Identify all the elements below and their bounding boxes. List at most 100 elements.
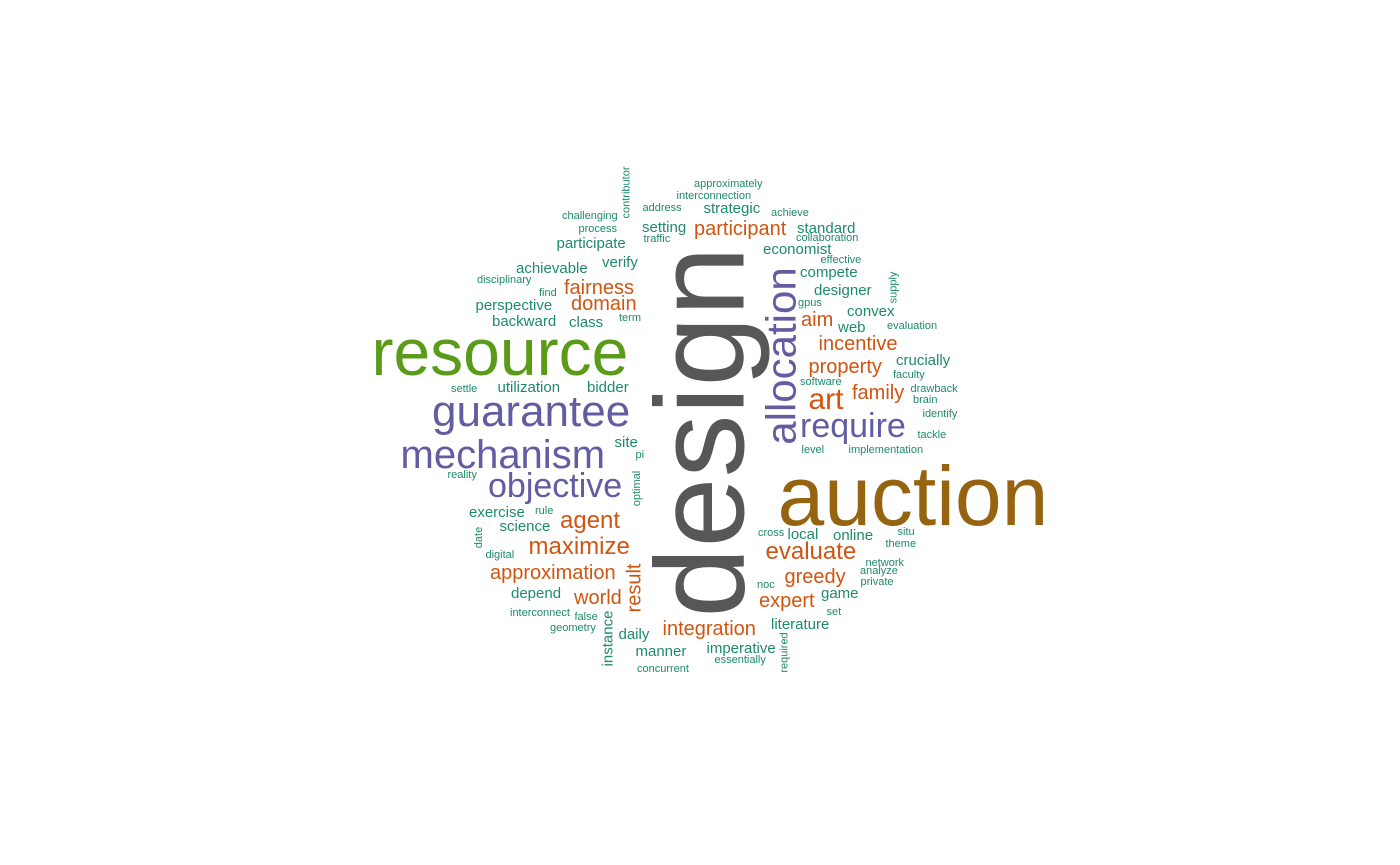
- word-challenging: challenging: [562, 209, 618, 222]
- word-crucially: crucially: [896, 351, 951, 369]
- word-instance: instance: [599, 610, 617, 666]
- word-incentive: incentive: [818, 333, 898, 355]
- word-settle: settle: [451, 382, 478, 395]
- word-result: result: [622, 563, 645, 613]
- word-site: site: [614, 433, 638, 451]
- word-evaluation: evaluation: [887, 319, 938, 332]
- word-depend: depend: [511, 584, 562, 602]
- word-interconnection: interconnection: [676, 189, 752, 202]
- word-aim: aim: [801, 309, 834, 331]
- word-compete: compete: [800, 263, 858, 281]
- word-standard: standard: [797, 219, 856, 237]
- word-tackle: tackle: [917, 428, 947, 441]
- word-supply: supply: [887, 271, 900, 303]
- word-analyze: analyze: [860, 564, 898, 577]
- word-manner: manner: [635, 642, 687, 660]
- word-process: process: [578, 222, 618, 235]
- word-concurrent: concurrent: [637, 662, 689, 675]
- word-achieve: achieve: [771, 206, 809, 219]
- word-traffic: traffic: [643, 232, 671, 245]
- word-participant: participant: [694, 218, 787, 240]
- word-rule: rule: [535, 504, 554, 517]
- word-situ: situ: [897, 525, 915, 538]
- word-achievable: achievable: [516, 259, 588, 277]
- word-game: game: [821, 584, 859, 602]
- word-participate: participate: [556, 234, 626, 252]
- word-evaluate: evaluate: [765, 538, 857, 565]
- word-literature: literature: [771, 615, 830, 633]
- word-family: family: [852, 382, 905, 404]
- word-perspective: perspective: [475, 296, 553, 314]
- word-web: web: [838, 318, 866, 336]
- word-backward: backward: [492, 312, 557, 330]
- word-identify: identify: [922, 407, 958, 420]
- word-integration: integration: [662, 618, 756, 640]
- word-exercise: exercise: [469, 503, 525, 521]
- word-imperative: imperative: [706, 639, 776, 657]
- word-faculty: faculty: [893, 368, 925, 381]
- word-utilization: utilization: [497, 378, 561, 396]
- word-level: level: [801, 443, 825, 456]
- word-class: class: [569, 313, 604, 331]
- word-art: art: [808, 383, 844, 416]
- word-required: required: [778, 631, 791, 673]
- word-auction: auction: [777, 449, 1049, 543]
- word-designer: designer: [814, 281, 872, 299]
- word-science: science: [499, 517, 551, 535]
- word-expert: expert: [759, 590, 815, 612]
- word-digital: digital: [485, 548, 515, 561]
- word-bidder: bidder: [587, 378, 629, 396]
- word-verify: verify: [602, 253, 638, 271]
- word-disciplinary: disciplinary: [477, 273, 532, 286]
- word-local: local: [787, 525, 819, 543]
- word-objective: objective: [488, 467, 623, 505]
- word-software: software: [800, 375, 842, 388]
- word-pi: pi: [635, 448, 645, 461]
- word-approximation: approximation: [490, 562, 616, 584]
- word-online: online: [833, 526, 874, 544]
- word-setting: setting: [642, 218, 687, 236]
- word-resource: resource: [371, 315, 629, 389]
- word-noc: noc: [757, 578, 775, 591]
- word-interconnect: interconnect: [510, 606, 570, 619]
- word-maximize: maximize: [528, 533, 630, 560]
- word-design: design: [629, 246, 771, 618]
- word-optimal: optimal: [630, 470, 643, 506]
- word-effective: effective: [820, 253, 862, 266]
- word-economist: economist: [763, 240, 832, 258]
- word-fairness: fairness: [564, 277, 635, 299]
- word-contributor: contributor: [620, 166, 633, 218]
- word-gpus: gpus: [798, 296, 822, 309]
- word-reality: reality: [447, 468, 477, 481]
- word-property: property: [808, 356, 882, 378]
- word-theme: theme: [885, 537, 917, 550]
- word-approximately: approximately: [694, 177, 763, 190]
- word-date: date: [472, 526, 485, 548]
- word-implementation: implementation: [848, 443, 924, 456]
- word-geometry: geometry: [550, 621, 596, 634]
- word-brain: brain: [913, 393, 938, 406]
- word-set: set: [826, 605, 842, 618]
- word-network: network: [865, 556, 905, 569]
- word-daily: daily: [618, 625, 650, 643]
- word-require: require: [800, 407, 906, 445]
- word-mechanism: mechanism: [400, 433, 606, 477]
- word-domain: domain: [571, 293, 637, 315]
- word-strategic: strategic: [703, 199, 761, 217]
- word-essentially: essentially: [714, 653, 766, 666]
- word-address: address: [642, 201, 682, 214]
- word-find: find: [539, 286, 557, 299]
- word-collaboration: collaboration: [796, 231, 859, 244]
- word-agent: agent: [560, 507, 621, 534]
- word-guarantee: guarantee: [432, 387, 631, 436]
- word-term: term: [619, 311, 641, 324]
- word-private: private: [860, 575, 894, 588]
- word-false: false: [574, 610, 598, 623]
- word-allocation: allocation: [757, 267, 805, 445]
- word-convex: convex: [847, 302, 895, 320]
- word-world: world: [574, 587, 622, 609]
- word-drawback: drawback: [910, 382, 958, 395]
- word-greedy: greedy: [784, 566, 846, 588]
- word-cross: cross: [758, 526, 785, 539]
